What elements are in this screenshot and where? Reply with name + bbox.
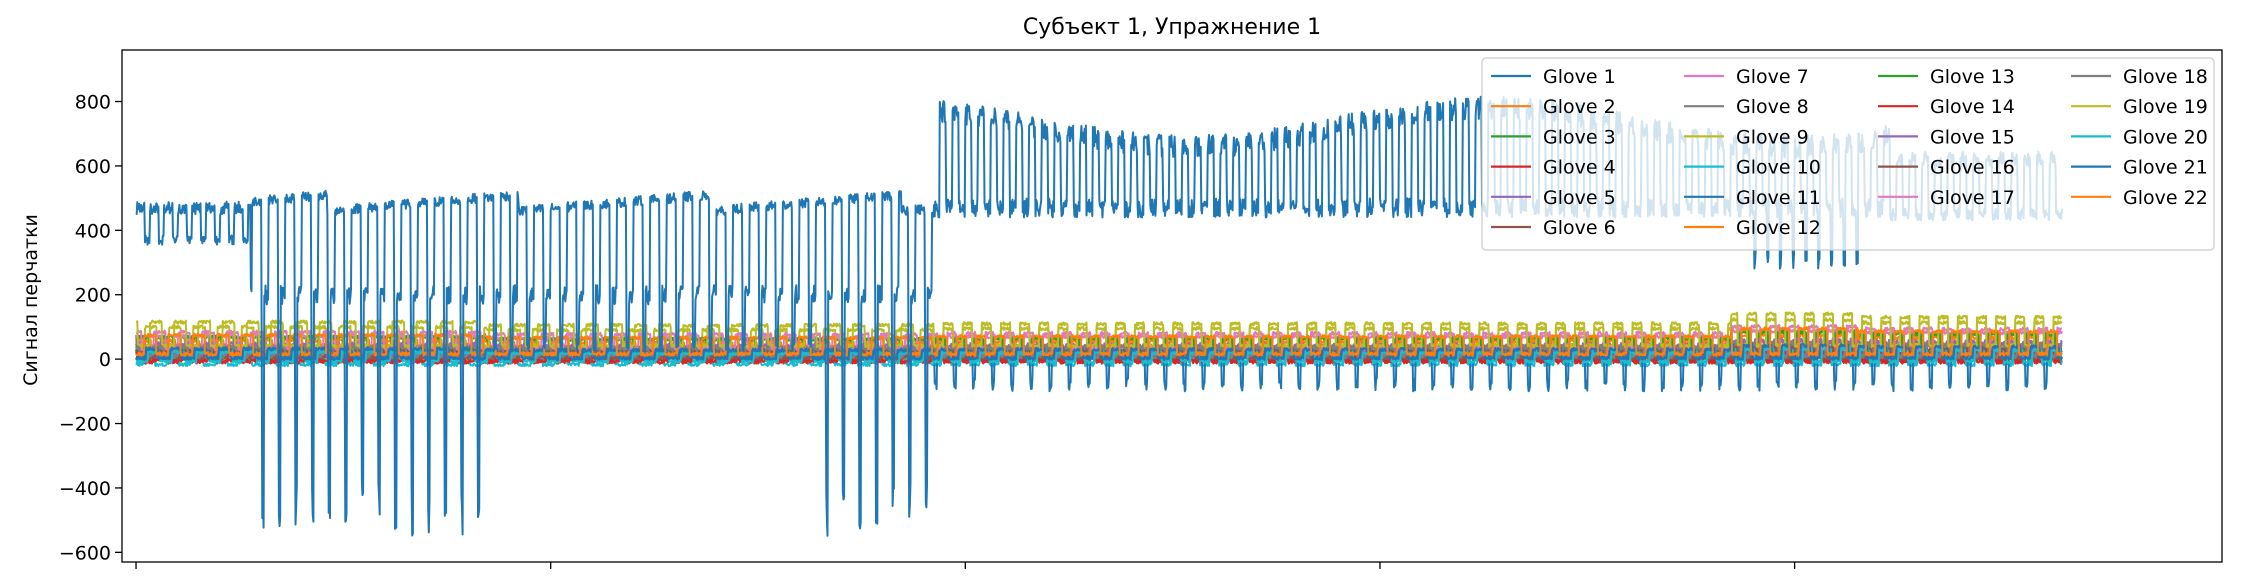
legend: Glove 1 Glove 2 Glove 3 Glove 4 Glove 5 Glove… bbox=[1481, 57, 2215, 251]
legend-label: Glove 5 bbox=[1543, 187, 1616, 209]
legend-label: Glove 17 bbox=[1930, 187, 2015, 209]
legend-label: Glove 14 bbox=[1930, 96, 2015, 118]
y-tick-label: 200 bbox=[75, 285, 111, 307]
legend-label: Glove 3 bbox=[1543, 126, 1616, 148]
y-tick-label: 400 bbox=[75, 220, 111, 242]
legend-label: Glove 19 bbox=[2123, 96, 2208, 118]
legend-label: Glove 18 bbox=[2123, 66, 2208, 88]
legend-label: Glove 6 bbox=[1543, 217, 1616, 239]
plot-frame bbox=[121, 49, 2223, 563]
legend-label: Glove 4 bbox=[1543, 157, 1616, 179]
legend-label: Glove 12 bbox=[1736, 217, 1821, 239]
chart-title: Субъект 1, Упражнение 1 bbox=[1023, 15, 1321, 40]
legend-label: Glove 13 bbox=[1930, 66, 2015, 88]
legend-label: Glove 15 bbox=[1930, 126, 2015, 148]
legend-label: Glove 8 bbox=[1736, 96, 1809, 118]
axes: −600 −400 −200 0 200 400 600 800 bbox=[59, 92, 1796, 569]
legend-label: Glove 21 bbox=[2123, 157, 2208, 179]
series-line bbox=[135, 343, 2063, 361]
legend-box bbox=[1481, 57, 2215, 251]
y-tick-label: 800 bbox=[75, 92, 111, 114]
y-tick-label: −600 bbox=[59, 542, 111, 564]
series-line bbox=[135, 326, 2063, 357]
y-tick-label: −400 bbox=[59, 478, 111, 500]
legend-label: Glove 10 bbox=[1736, 157, 1821, 179]
legend-label: Glove 16 bbox=[1930, 157, 2015, 179]
legend-label: Glove 9 bbox=[1736, 126, 1809, 148]
y-tick-label: 600 bbox=[75, 156, 111, 178]
y-axis-title: Сигнал перчатки bbox=[20, 214, 42, 386]
legend-label: Glove 11 bbox=[1736, 187, 1821, 209]
legend-label: Glove 22 bbox=[2123, 187, 2208, 209]
legend-label: Glove 20 bbox=[2123, 126, 2208, 148]
legend-label: Glove 2 bbox=[1543, 96, 1616, 118]
y-tick-label: −200 bbox=[59, 414, 111, 436]
legend-label: Glove 1 bbox=[1543, 66, 1616, 88]
y-tick-label: 0 bbox=[99, 349, 111, 371]
legend-label: Glove 7 bbox=[1736, 66, 1809, 88]
